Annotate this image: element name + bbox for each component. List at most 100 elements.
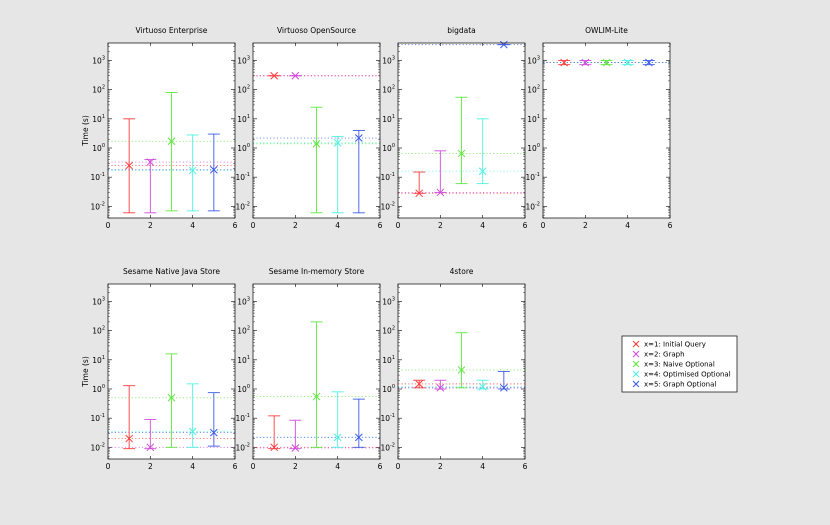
legend-marker (632, 380, 640, 388)
y-tick-label: 10-2 (380, 442, 395, 452)
y-tick-label: 10-1 (90, 413, 105, 423)
x-tick-label: 4 (190, 221, 195, 230)
data-point (167, 393, 176, 402)
y-tick-label: 10-1 (380, 413, 395, 423)
x-tick-label: 0 (541, 221, 546, 230)
panel-5: Sesame In-memory Store 0 2 4 6 10-2 10-1 100 101… (235, 267, 382, 471)
legend-item-2: x=2: Graph (632, 350, 685, 359)
y-tick-label: 10-2 (90, 442, 105, 452)
y-tick-label: 10-2 (90, 201, 105, 211)
y-tick-label: 10-2 (380, 201, 395, 211)
y-tick-label: 101 (237, 114, 250, 124)
data-point (125, 434, 134, 443)
data-point (457, 149, 466, 158)
panel-frame (397, 283, 526, 460)
legend-label: x=1: Initial Query (644, 341, 706, 349)
data-point (581, 58, 590, 67)
panel-2: bigdata 0 2 4 6 10-2 10-1 100 101 102 103 (380, 26, 527, 230)
y-tick-label: 100 (237, 143, 250, 153)
x-tick-label: 6 (523, 221, 528, 230)
data-point (333, 139, 342, 147)
panel-frame (397, 42, 526, 219)
legend-marker (632, 370, 640, 378)
y-tick-label: 100 (382, 384, 395, 394)
y-tick-label: 101 (527, 114, 540, 124)
y-tick-label: 10-1 (235, 413, 250, 423)
y-tick-label: 101 (382, 114, 395, 124)
panel-title: 4store (450, 267, 474, 276)
data-point (291, 444, 300, 452)
x-tick-label: 0 (396, 221, 401, 230)
panel-6: 4store 0 2 4 6 10-2 10-1 100 101 102 103 (380, 267, 527, 471)
x-tick-label: 2 (148, 462, 153, 471)
panel-frame (252, 42, 381, 219)
y-tick-label: 10-1 (525, 172, 540, 182)
y-tick-label: 100 (237, 384, 250, 394)
y-tick-label: 10-2 (525, 201, 540, 211)
data-point (146, 443, 155, 452)
data-point (209, 165, 218, 174)
y-tick-label: 103 (527, 56, 540, 66)
data-point (478, 167, 487, 176)
y-tick-label: 100 (527, 143, 540, 153)
legend-box (621, 335, 738, 393)
legend-marker (632, 350, 640, 358)
panel-frame (252, 283, 381, 460)
panel-1: Virtuoso OpenSource 0 2 4 6 10-2 10-1 100 101 102… (235, 26, 382, 230)
x-tick-label: 6 (523, 462, 528, 471)
legend: x=1: Initial Query x=2: Graph x=3: Naive O… (621, 335, 738, 393)
panel-bg (543, 43, 670, 218)
y-tick-label: 100 (382, 143, 395, 153)
x-tick-label: 4 (480, 221, 485, 230)
data-point (125, 161, 134, 170)
x-tick-label: 6 (668, 221, 673, 230)
data-point (209, 428, 218, 437)
y-tick-label: 10-1 (380, 172, 395, 182)
y-axis-label: Time (s) (81, 356, 90, 388)
y-tick-label: 102 (92, 85, 105, 95)
panel-0: Virtuoso Enterprise 0 2 4 6 10-2 10-1 100 101 102… (81, 26, 238, 230)
data-point (560, 58, 569, 67)
data-point (188, 427, 197, 436)
panel-frame (542, 42, 671, 219)
panel-title: Virtuoso OpenSource (277, 26, 356, 35)
legend-marker (632, 340, 640, 348)
x-tick-label: 2 (293, 462, 298, 471)
x-tick-label: 2 (148, 221, 153, 230)
x-tick-label: 2 (583, 221, 588, 230)
x-tick-label: 4 (480, 462, 485, 471)
x-tick-label: 2 (438, 221, 443, 230)
y-tick-label: 101 (382, 355, 395, 365)
y-tick-label: 100 (92, 384, 105, 394)
data-point (354, 134, 363, 142)
data-point (167, 137, 176, 146)
x-tick-label: 2 (293, 221, 298, 230)
data-point (436, 188, 445, 197)
data-point (499, 383, 508, 392)
data-point (478, 382, 487, 391)
y-tick-label: 102 (382, 85, 395, 95)
data-point (415, 189, 424, 198)
y-tick-label: 102 (92, 326, 105, 336)
y-tick-label: 103 (382, 56, 395, 66)
data-point (644, 58, 653, 67)
panel-3: OWLIM-Lite 0 2 4 6 10-2 10-1 100 101 102 103 (525, 26, 672, 230)
x-tick-label: 6 (378, 221, 383, 230)
data-point (270, 71, 279, 80)
data-point (333, 433, 342, 442)
data-point (312, 139, 321, 148)
x-tick-label: 6 (233, 221, 238, 230)
x-tick-label: 6 (378, 462, 383, 471)
y-tick-label: 103 (382, 297, 395, 307)
data-point (354, 433, 363, 442)
legend-label: x=3: Naive Optional (644, 361, 715, 369)
y-tick-label: 103 (237, 56, 250, 66)
x-tick-label: 4 (190, 462, 195, 471)
x-tick-label: 0 (396, 462, 401, 471)
x-tick-label: 6 (233, 462, 238, 471)
data-point (146, 158, 155, 166)
y-tick-label: 10-1 (90, 172, 105, 182)
legend-item-3: x=3: Naive Optional (632, 361, 715, 369)
y-tick-label: 100 (92, 143, 105, 153)
